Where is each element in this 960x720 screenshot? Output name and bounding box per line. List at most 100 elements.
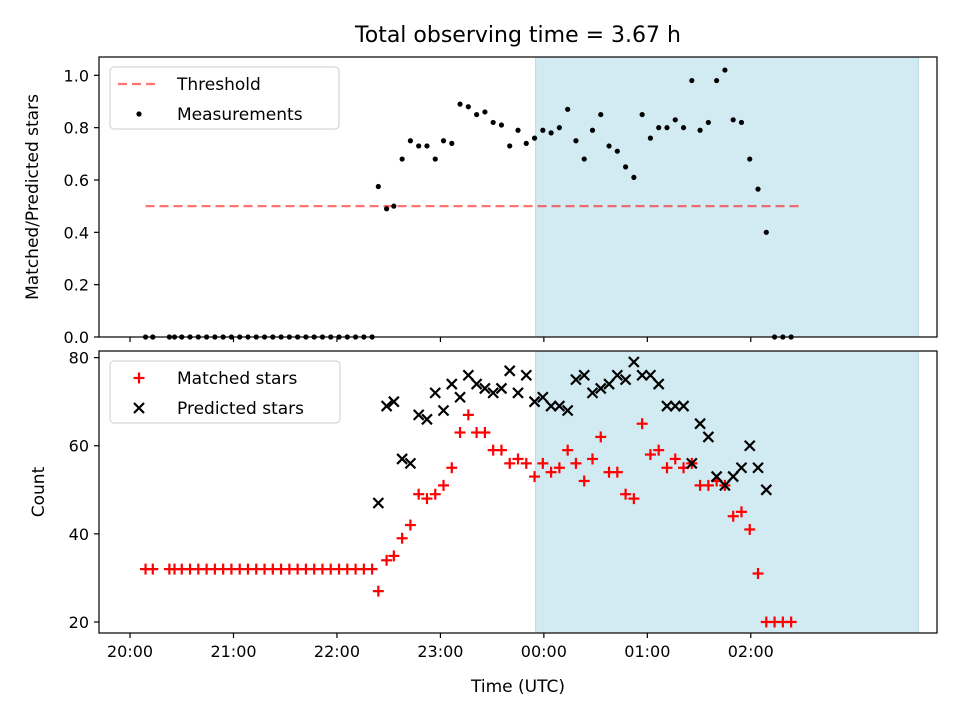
predicted-star-point bbox=[719, 479, 731, 492]
predicted-star-point bbox=[603, 378, 615, 390]
legend-label: Matched stars bbox=[177, 369, 297, 389]
observing-window-band bbox=[535, 56, 919, 338]
measurement-point bbox=[515, 127, 521, 133]
matched-star-point bbox=[628, 493, 640, 505]
predicted-star-point bbox=[553, 400, 566, 412]
matched-star-point bbox=[438, 479, 450, 491]
count-axes-frame bbox=[98, 350, 938, 634]
matched-star-point bbox=[661, 462, 673, 474]
y-tick-label: 0.6 bbox=[64, 171, 89, 190]
matched-star-point bbox=[366, 563, 378, 575]
predicted-star-point bbox=[570, 373, 582, 386]
matched-star-point bbox=[570, 457, 582, 469]
measurement-point bbox=[680, 125, 687, 131]
matched-star-point bbox=[372, 585, 384, 597]
predicted-star-point bbox=[669, 400, 682, 412]
matched-star-point bbox=[611, 466, 623, 478]
matched-star-point bbox=[545, 466, 557, 478]
measurement-point bbox=[565, 106, 571, 112]
predicted-star-point bbox=[429, 387, 442, 399]
legend-box bbox=[109, 66, 340, 130]
measurement-point bbox=[449, 140, 455, 146]
measurement-point bbox=[407, 138, 414, 144]
matched-star-point bbox=[620, 488, 632, 500]
y-tick-label: 60 bbox=[69, 437, 89, 456]
matched-star-point bbox=[381, 554, 393, 566]
legend-measurement-swatch bbox=[136, 111, 142, 117]
measurement-point bbox=[498, 122, 505, 128]
measurement-point bbox=[614, 148, 620, 154]
measurement-point bbox=[705, 119, 711, 126]
matched-star-point bbox=[396, 532, 408, 544]
predicted-star-point bbox=[545, 400, 557, 412]
measurement-point bbox=[672, 117, 678, 123]
predicted-star-point bbox=[404, 457, 417, 470]
predicted-star-point bbox=[694, 417, 706, 430]
predicted-star-point bbox=[636, 369, 648, 382]
ratio-x-ticks bbox=[129, 337, 752, 342]
measurement-point bbox=[697, 127, 703, 133]
measurement-point bbox=[722, 67, 728, 73]
matched-star-point bbox=[586, 453, 598, 465]
measurement-point bbox=[714, 77, 720, 84]
predicted-star-point bbox=[702, 431, 715, 443]
predicted-star-point bbox=[652, 378, 665, 390]
measurement-point bbox=[738, 119, 745, 126]
measurement-point bbox=[656, 125, 662, 131]
legend-box bbox=[109, 360, 341, 424]
predicted-star-point bbox=[743, 439, 756, 452]
legend-matched-swatch bbox=[133, 372, 145, 384]
predicted-star-point bbox=[686, 457, 698, 470]
x-tick-label: 01:00 bbox=[624, 642, 670, 661]
x-tick-label: 21:00 bbox=[210, 642, 256, 661]
matched-star-point bbox=[578, 475, 590, 487]
count-marks bbox=[140, 356, 797, 628]
measurement-point bbox=[598, 111, 604, 118]
measurement-point bbox=[639, 111, 645, 118]
predicted-star-point bbox=[487, 387, 499, 399]
measurement-point bbox=[416, 143, 422, 149]
matched-star-point bbox=[495, 444, 507, 456]
x-tick-label: 02:00 bbox=[728, 642, 774, 661]
matched-star-point bbox=[735, 506, 747, 518]
matched-star-point bbox=[562, 444, 574, 456]
predicted-star-point bbox=[586, 387, 599, 399]
matched-star-point bbox=[479, 427, 491, 439]
measurement-point bbox=[755, 186, 761, 192]
predicted-star-point bbox=[561, 404, 574, 417]
matched-star-point bbox=[553, 462, 565, 474]
matched-star-point bbox=[404, 519, 416, 531]
x-tick-label: 00:00 bbox=[521, 642, 567, 661]
y-tick-label: 80 bbox=[69, 349, 89, 368]
ratio-legend: Threshold Measurements bbox=[109, 66, 340, 130]
y-tick-label: 0.2 bbox=[64, 276, 89, 295]
matched-star-point bbox=[462, 409, 474, 421]
measurement-point bbox=[457, 101, 463, 107]
predicted-star-point bbox=[661, 400, 673, 412]
predicted-star-point bbox=[628, 356, 640, 368]
predicted-star-point bbox=[710, 470, 723, 483]
matched-star-point bbox=[744, 523, 756, 535]
measurement-point bbox=[556, 125, 562, 131]
predicted-star-point bbox=[503, 365, 516, 377]
matched-star-point bbox=[702, 479, 714, 491]
matched-star-point bbox=[537, 457, 549, 469]
predicted-star-point bbox=[752, 461, 764, 474]
x-tick-label: 23:00 bbox=[417, 642, 463, 661]
measurement-point bbox=[399, 156, 405, 162]
predicted-star-point bbox=[528, 395, 541, 408]
count-y-ticks: 20 40 60 80 bbox=[69, 349, 99, 632]
matched-star-point bbox=[636, 418, 648, 430]
measurement-point bbox=[689, 77, 695, 84]
matched-star-point bbox=[669, 453, 681, 465]
matched-star-point bbox=[147, 563, 159, 575]
measurement-point bbox=[540, 127, 546, 133]
count-legend: Matched stars Predicted stars bbox=[109, 360, 341, 424]
x-axis-label: Time (UTC) bbox=[470, 677, 565, 697]
predicted-star-point bbox=[644, 369, 657, 382]
legend-label: Threshold bbox=[176, 75, 261, 95]
matched-star-point bbox=[529, 471, 541, 483]
matched-star-point bbox=[446, 462, 458, 474]
measurement-point bbox=[432, 156, 438, 162]
